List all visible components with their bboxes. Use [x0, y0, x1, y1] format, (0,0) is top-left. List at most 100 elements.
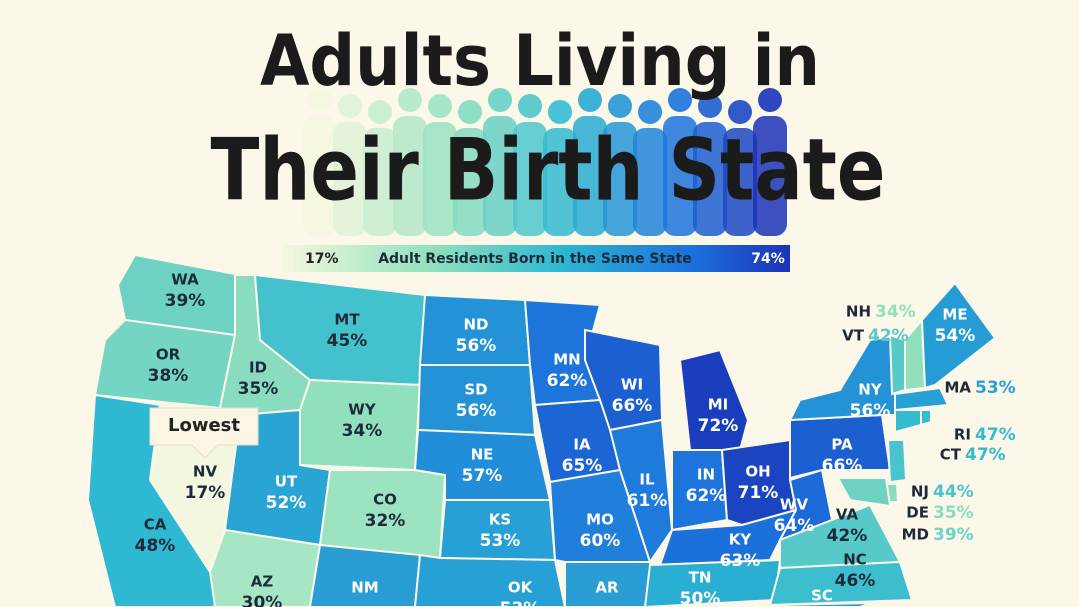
- state-abbr: NJ: [911, 483, 929, 501]
- state-abbr: MO: [586, 511, 614, 529]
- state-abbr: CO: [373, 491, 397, 509]
- person-head: [578, 88, 602, 112]
- state-abbr: KY: [729, 531, 753, 549]
- person-body: [363, 128, 397, 236]
- title-line-1: Adults Living in: [260, 20, 820, 102]
- state-abbr: PA: [831, 436, 853, 454]
- state-value: 62%: [686, 486, 727, 506]
- state-abbr: RI: [954, 426, 971, 444]
- state-shape: [413, 553, 567, 607]
- state-value: 45%: [327, 331, 368, 351]
- person-body: [333, 122, 367, 236]
- state-abbr: ND: [463, 316, 488, 334]
- person-head: [518, 94, 542, 118]
- state-abbr: IL: [639, 471, 655, 489]
- state-abbr: DE: [906, 504, 929, 522]
- state-value: 47%: [965, 445, 1006, 465]
- state-value: 44%: [933, 482, 974, 502]
- state-abbr: CT: [940, 446, 962, 464]
- state-value: 66%: [822, 456, 863, 476]
- state-shape: [564, 561, 651, 607]
- state-shape: [438, 499, 557, 562]
- state-abbr: TN: [689, 569, 712, 587]
- state-abbr: NM: [351, 579, 378, 597]
- state-value: 47%: [975, 425, 1016, 445]
- state-abbr: NV: [193, 463, 218, 481]
- state-abbr: UT: [275, 473, 298, 491]
- person-body: [603, 122, 637, 236]
- state-shape: [768, 560, 914, 607]
- person-body: [573, 116, 607, 236]
- person-body: [303, 116, 337, 236]
- person-body: [513, 122, 547, 236]
- state-shape: [779, 503, 902, 570]
- state-value: 63%: [720, 551, 761, 571]
- state-shape: [886, 439, 908, 484]
- state-abbr: OK: [508, 579, 534, 597]
- state-value: 42%: [868, 326, 909, 346]
- state-abbr: NH: [846, 303, 871, 321]
- state-shape: [894, 409, 922, 434]
- legend-bar: [283, 245, 790, 272]
- person-body: [693, 122, 727, 236]
- state-value: 17%: [185, 483, 226, 503]
- state-abbr: IN: [697, 466, 715, 484]
- state-value: 46%: [835, 571, 876, 591]
- state-shape: [318, 469, 447, 560]
- state-value: 57%: [462, 466, 503, 486]
- person-head: [398, 88, 422, 112]
- legend-text: Adult Residents Born in the Same State: [378, 251, 692, 267]
- person-body: [423, 122, 457, 236]
- state-abbr: CA: [144, 516, 167, 534]
- person-head: [488, 88, 512, 112]
- state-shape: [299, 378, 422, 472]
- state-shape: [93, 318, 237, 410]
- state-labels: WA 39% OR 38% CA 48% NV 17% ID 35% MT 45% WY 34% UT 52%…: [135, 271, 1016, 607]
- state-shape: [308, 543, 422, 607]
- state-value: 56%: [456, 401, 497, 421]
- state-abbr: MA: [944, 379, 971, 397]
- state-value: 35%: [238, 379, 279, 399]
- state-abbr: MD: [902, 526, 929, 544]
- state-value: 72%: [698, 416, 739, 436]
- legend-max: 74%: [751, 251, 785, 267]
- state-abbr: OR: [156, 346, 181, 364]
- state-value: 66%: [612, 396, 653, 416]
- state-abbr: NC: [843, 551, 867, 569]
- state-abbr: SC: [811, 587, 833, 605]
- state-abbr: NE: [471, 446, 494, 464]
- person-body: [543, 128, 577, 236]
- state-value: 34%: [342, 421, 383, 441]
- person-body: [723, 128, 757, 236]
- state-value: 42%: [827, 526, 868, 546]
- state-shape: [779, 602, 871, 607]
- state-value: 50%: [680, 589, 721, 607]
- title-line-2: Their Birth State: [211, 120, 886, 220]
- person-body: [453, 128, 487, 236]
- callout-box: [149, 407, 259, 459]
- people-illustration: [303, 88, 787, 236]
- state-abbr: ID: [249, 359, 267, 377]
- state-abbr: OH: [745, 463, 770, 481]
- state-abbr: WV: [780, 496, 809, 514]
- person-head: [458, 100, 482, 124]
- state-abbr: AZ: [251, 573, 274, 591]
- state-abbr: WY: [348, 401, 377, 419]
- state-value: 53%: [500, 599, 541, 607]
- state-value: 53%: [480, 531, 521, 551]
- state-value: 60%: [580, 531, 621, 551]
- person-body: [663, 116, 697, 236]
- state-shape: [416, 364, 537, 437]
- state-abbr: VT: [842, 327, 865, 345]
- state-shape: [894, 386, 950, 412]
- person-head: [368, 100, 392, 124]
- person-head: [308, 88, 332, 112]
- state-abbr: AR: [595, 579, 619, 597]
- person-head: [338, 94, 362, 118]
- state-shape: [208, 528, 322, 607]
- state-shape: [888, 333, 906, 396]
- person-body: [633, 128, 667, 236]
- state-abbr: KS: [489, 511, 511, 529]
- state-value: 52%: [266, 493, 307, 513]
- person-body: [393, 116, 427, 236]
